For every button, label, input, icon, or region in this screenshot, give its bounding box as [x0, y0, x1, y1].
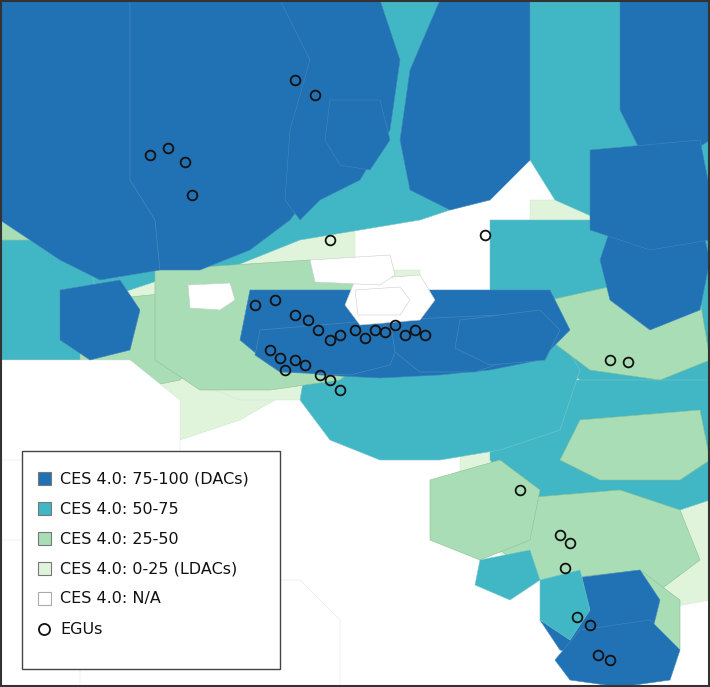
Text: EGUs: EGUs: [60, 622, 102, 636]
Polygon shape: [280, 0, 400, 220]
Polygon shape: [60, 280, 140, 360]
Polygon shape: [345, 275, 435, 325]
FancyBboxPatch shape: [22, 451, 280, 669]
Text: CES 4.0: N/A: CES 4.0: N/A: [60, 592, 161, 607]
Polygon shape: [540, 570, 660, 660]
Polygon shape: [530, 0, 710, 240]
Polygon shape: [0, 0, 130, 200]
Polygon shape: [540, 570, 680, 660]
Polygon shape: [188, 283, 235, 310]
Polygon shape: [255, 320, 400, 375]
Bar: [38, 592, 51, 605]
Polygon shape: [80, 290, 210, 390]
Polygon shape: [490, 380, 710, 520]
Text: CES 4.0: 0-25 (LDACs): CES 4.0: 0-25 (LDACs): [60, 561, 237, 576]
Polygon shape: [0, 540, 220, 687]
Polygon shape: [555, 620, 680, 687]
Polygon shape: [590, 140, 710, 250]
Polygon shape: [0, 180, 150, 240]
Polygon shape: [475, 550, 540, 600]
Polygon shape: [155, 270, 420, 400]
Polygon shape: [430, 460, 540, 560]
Polygon shape: [155, 260, 390, 390]
Polygon shape: [60, 220, 160, 300]
Polygon shape: [240, 290, 570, 378]
Bar: [38, 532, 51, 545]
Polygon shape: [325, 100, 390, 170]
Text: CES 4.0: 25-50: CES 4.0: 25-50: [60, 532, 179, 546]
Polygon shape: [400, 0, 530, 210]
Polygon shape: [600, 220, 710, 330]
Polygon shape: [560, 410, 710, 480]
Polygon shape: [130, 0, 330, 270]
Polygon shape: [0, 0, 160, 280]
Polygon shape: [550, 280, 710, 380]
Polygon shape: [530, 200, 710, 420]
Polygon shape: [490, 220, 710, 410]
Polygon shape: [130, 0, 530, 280]
Polygon shape: [0, 460, 160, 580]
Polygon shape: [300, 320, 580, 460]
Polygon shape: [620, 0, 710, 160]
Text: CES 4.0: 50-75: CES 4.0: 50-75: [60, 502, 179, 517]
Polygon shape: [530, 0, 710, 200]
Polygon shape: [80, 580, 340, 687]
Polygon shape: [500, 490, 700, 600]
Bar: [38, 562, 51, 575]
Polygon shape: [390, 315, 520, 372]
Polygon shape: [0, 240, 100, 380]
Polygon shape: [355, 287, 410, 315]
Bar: [38, 472, 51, 485]
Polygon shape: [0, 360, 180, 520]
Polygon shape: [460, 400, 710, 620]
Polygon shape: [310, 255, 395, 285]
Bar: [38, 502, 51, 515]
Polygon shape: [455, 310, 560, 365]
Polygon shape: [0, 180, 355, 460]
Text: CES 4.0: 75-100 (DACs): CES 4.0: 75-100 (DACs): [60, 471, 248, 486]
Polygon shape: [540, 570, 590, 640]
